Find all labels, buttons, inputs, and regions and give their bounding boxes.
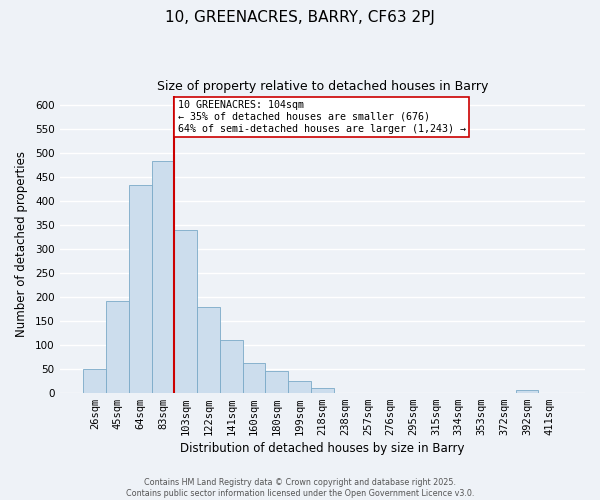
Bar xyxy=(265,371,288,392)
Bar xyxy=(197,308,220,392)
Bar xyxy=(129,184,152,392)
X-axis label: Distribution of detached houses by size in Barry: Distribution of detached houses by size … xyxy=(180,442,464,455)
Bar xyxy=(175,230,197,392)
Bar xyxy=(288,380,311,392)
Bar xyxy=(515,390,538,392)
Bar xyxy=(152,160,175,392)
Title: Size of property relative to detached houses in Barry: Size of property relative to detached ho… xyxy=(157,80,488,93)
Text: 10, GREENACRES, BARRY, CF63 2PJ: 10, GREENACRES, BARRY, CF63 2PJ xyxy=(165,10,435,25)
Text: 10 GREENACRES: 104sqm
← 35% of detached houses are smaller (676)
64% of semi-det: 10 GREENACRES: 104sqm ← 35% of detached … xyxy=(178,100,466,134)
Bar xyxy=(220,340,242,392)
Bar xyxy=(106,300,129,392)
Text: Contains HM Land Registry data © Crown copyright and database right 2025.
Contai: Contains HM Land Registry data © Crown c… xyxy=(126,478,474,498)
Bar xyxy=(83,368,106,392)
Y-axis label: Number of detached properties: Number of detached properties xyxy=(15,151,28,337)
Bar xyxy=(311,388,334,392)
Bar xyxy=(242,363,265,392)
